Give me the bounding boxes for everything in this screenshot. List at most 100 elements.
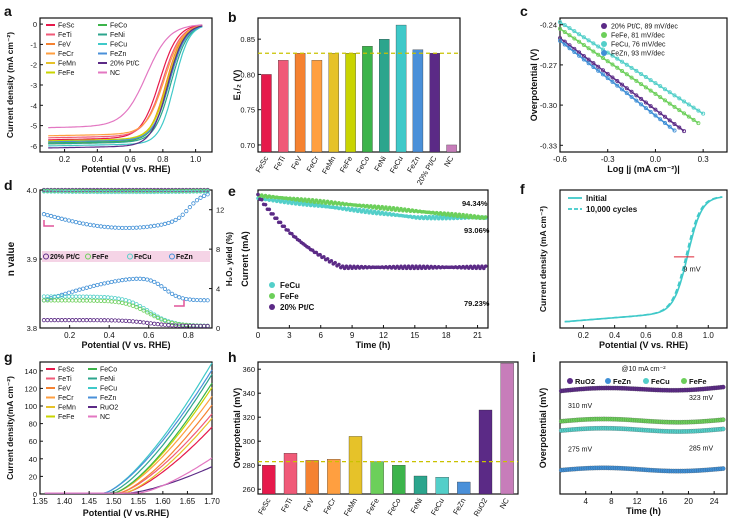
y-tick-label: -0.27: [540, 61, 557, 70]
y-axis-title: Overpotential (mV): [232, 388, 242, 469]
data-point: [102, 295, 107, 300]
data-point: [70, 298, 75, 303]
y-tick-label: 0: [33, 20, 37, 29]
x-tick-label: 9: [350, 331, 355, 340]
data-point: [629, 65, 634, 70]
x-tick-label: 8: [609, 497, 614, 506]
data-point: [134, 276, 139, 281]
series-line: [48, 26, 203, 145]
data-point: [610, 75, 615, 80]
data-point: [70, 294, 75, 299]
plot-frame-i: [559, 361, 728, 495]
series-line: [48, 25, 203, 142]
data-point: [66, 294, 71, 299]
data-point: [567, 26, 572, 31]
bar: [283, 453, 298, 495]
legend-label: FeTi: [58, 32, 72, 39]
data-point: [624, 86, 629, 91]
data-point: [620, 69, 625, 74]
legend-label: FeV: [58, 42, 71, 49]
data-point: [113, 279, 118, 284]
data-point: [629, 94, 634, 99]
data-point: [59, 292, 64, 297]
plot-frame-b: [257, 17, 461, 153]
legend-label: FeMn: [58, 61, 76, 68]
x-category-label: NC: [442, 154, 456, 168]
data-point: [558, 26, 563, 31]
y-tick-label: 0.75: [240, 106, 255, 115]
x-category-label: FeNi: [409, 496, 425, 515]
data-point: [648, 88, 653, 93]
data-point: [98, 282, 103, 287]
data-point: [643, 100, 648, 105]
data-point: [52, 298, 57, 303]
data-point: [581, 57, 586, 62]
data-point: [152, 223, 157, 229]
data-point: [191, 201, 196, 206]
data-point: [120, 225, 125, 231]
shift-label: 9 mV: [683, 265, 701, 274]
data-point: [162, 318, 168, 323]
bar: [262, 465, 276, 495]
y-tick-label: -3: [30, 81, 37, 90]
data-point: [56, 215, 61, 220]
x-tick-label: -0.3: [601, 155, 615, 164]
data-point: [310, 197, 315, 202]
data-point: [191, 297, 196, 302]
data-point: [127, 318, 132, 324]
data-point: [596, 52, 601, 57]
data-point: [137, 319, 143, 325]
y-tick-label: 60: [29, 437, 37, 446]
data-point: [639, 82, 644, 87]
data-point: [88, 284, 93, 289]
data-point: [127, 277, 132, 282]
y-tick-label: -6: [30, 142, 37, 151]
x-tick-label: 24: [710, 497, 719, 506]
data-point: [653, 113, 658, 118]
data-point: [70, 318, 75, 323]
data-point: [639, 71, 644, 76]
series-line: [564, 196, 723, 323]
x-tick-label: 0.6: [125, 155, 137, 164]
data-point: [610, 79, 615, 84]
data-point: [73, 288, 79, 293]
data-point: [41, 212, 47, 217]
y-tick-label: 4.0: [27, 186, 37, 195]
x-tick-label: 12: [379, 331, 388, 340]
y-tick-label: 3.8: [27, 324, 37, 333]
data-point: [180, 212, 185, 217]
bar: [327, 459, 341, 495]
y-axis-title: Current density (mA cm⁻²): [538, 206, 548, 312]
data-point: [605, 76, 610, 81]
x-category-label: FeCo: [386, 497, 403, 517]
data-point: [159, 322, 164, 327]
x-tick-label: 15: [410, 331, 419, 340]
data-point: [148, 321, 153, 326]
plot-frame-f: [559, 189, 728, 329]
data-point: [141, 225, 146, 230]
data-point: [600, 72, 605, 77]
chart-title: @10 mA cm⁻²: [621, 366, 666, 373]
data-point: [70, 289, 75, 294]
data-point: [173, 217, 178, 223]
x-category-label: FeCr: [321, 496, 337, 515]
y-tick-label: 0.70: [240, 141, 255, 150]
data-point: [141, 320, 146, 325]
data-point: [105, 318, 111, 323]
value-label: 285 mV: [689, 446, 713, 453]
legend-label: FeZn: [100, 395, 116, 402]
x-category-label: FeMn: [342, 497, 359, 518]
data-point: [596, 68, 601, 73]
x-category-label: FeZn: [405, 155, 422, 175]
data-point: [141, 276, 146, 282]
data-point: [91, 298, 96, 303]
data-point: [325, 257, 330, 261]
legend-label: FeCu: [280, 281, 300, 290]
data-point: [113, 225, 118, 230]
data-point: [282, 224, 287, 229]
legend-label: FeSc: [58, 23, 75, 30]
data-point: [148, 312, 153, 317]
y-tick-label: 100: [24, 402, 37, 411]
y-axis-title: E₁/₂ (V): [232, 70, 242, 101]
data-point: [187, 205, 192, 210]
